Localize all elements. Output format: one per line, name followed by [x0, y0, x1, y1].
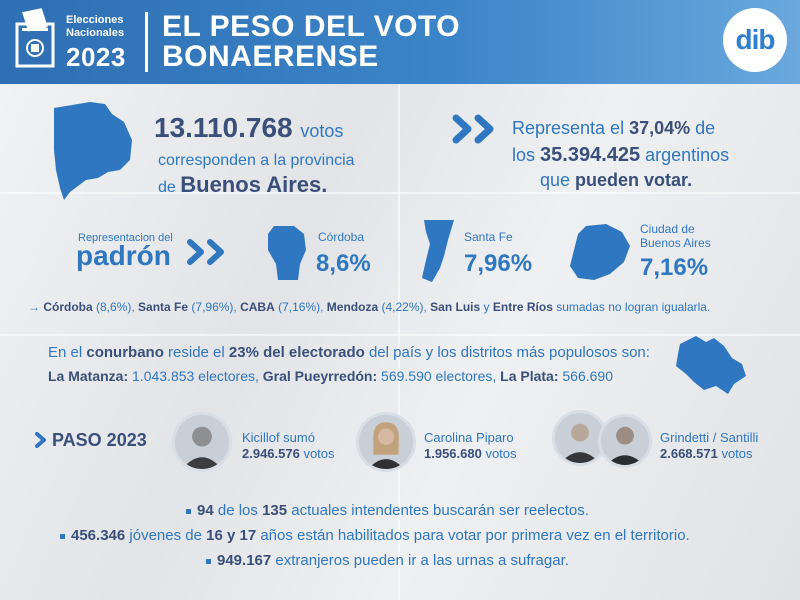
badge-year: 2023	[66, 42, 126, 72]
votes-count: 13.110.768 votos	[154, 112, 344, 143]
candidate-2-votes: 1.956.680 votos	[424, 446, 517, 461]
double-chevron-icon	[187, 239, 224, 265]
candidate-1-votes: 2.946.576 votos	[242, 446, 335, 461]
paper-fold	[0, 334, 800, 336]
provinces-sum-note: → Córdoba (8,6%), Santa Fe (7,96%), CABA…	[28, 300, 711, 314]
piparo-photo	[356, 412, 416, 472]
cordoba-pct: 8,6%	[316, 250, 371, 277]
caba-pct: 7,16%	[640, 254, 709, 281]
cordoba-map-icon	[268, 226, 306, 280]
padron-label-big: padrón	[76, 240, 171, 271]
dib-logo: dib	[723, 8, 787, 72]
conurbano-line1: En el conurbano reside el 23% del electo…	[48, 344, 650, 361]
candidate-3-name: Grindetti / Santilli	[660, 430, 759, 445]
represent-line1: Representa el 37,04% de	[512, 118, 716, 138]
votes-line3: de Buenos Aires.	[158, 172, 328, 197]
grindetti-photo	[552, 410, 608, 466]
paso-label: PASO 2023	[52, 430, 147, 450]
page-title: EL PESO DEL VOTO BONAERENSE	[162, 10, 461, 73]
ballot-box-icon	[15, 8, 55, 68]
badge-text: Elecciones Nacionales	[66, 14, 125, 39]
cordoba-label: Córdoba	[318, 230, 365, 244]
paper-fold	[398, 84, 400, 600]
caba-label: Ciudad de Buenos Aires	[640, 222, 711, 250]
santa-fe-label: Santa Fe	[464, 230, 513, 244]
fact-item: 456.346 jóvenes de 16 y 17 años están ha…	[60, 527, 690, 544]
santilli-photo	[598, 414, 652, 468]
header-divider	[145, 12, 148, 72]
buenos-aires-map-icon	[54, 102, 132, 200]
votes-line2: corresponden a la provincia	[158, 152, 355, 169]
bullet-icon	[186, 508, 191, 514]
santa-fe-pct: 7,96%	[464, 250, 533, 277]
header-banner: Elecciones Nacionales 2023 EL PESO DEL V…	[0, 0, 800, 84]
candidate-3-votes: 2.668.571 votos	[660, 446, 753, 461]
kicillof-photo	[172, 412, 232, 472]
conurbano-line2: La Matanza: 1.043.853 electores, Gral Pu…	[48, 368, 613, 384]
fact-item: 949.167 extranjeros pueden ir a las urna…	[206, 552, 569, 569]
bullet-icon	[206, 558, 211, 564]
candidate-2-name: Carolina Piparo	[424, 430, 514, 445]
santa-fe-map-icon	[422, 220, 454, 282]
paper-background	[0, 84, 800, 600]
fact-item: 94 de los 135 actuales intendentes busca…	[186, 502, 589, 519]
caba-map-icon	[570, 224, 630, 280]
padron-label-small: Representacion del	[78, 232, 173, 244]
candidate-1-name: Kicillof sumó	[242, 430, 315, 445]
chevron-right-icon	[35, 432, 46, 448]
double-chevron-icon	[452, 114, 494, 144]
represent-line2: los 35.394.425 argentinos	[512, 144, 730, 166]
paper-fold	[0, 192, 800, 194]
bullet-icon	[60, 533, 65, 539]
represent-line3: que pueden votar.	[540, 170, 693, 190]
conurbano-map-icon	[676, 336, 746, 394]
